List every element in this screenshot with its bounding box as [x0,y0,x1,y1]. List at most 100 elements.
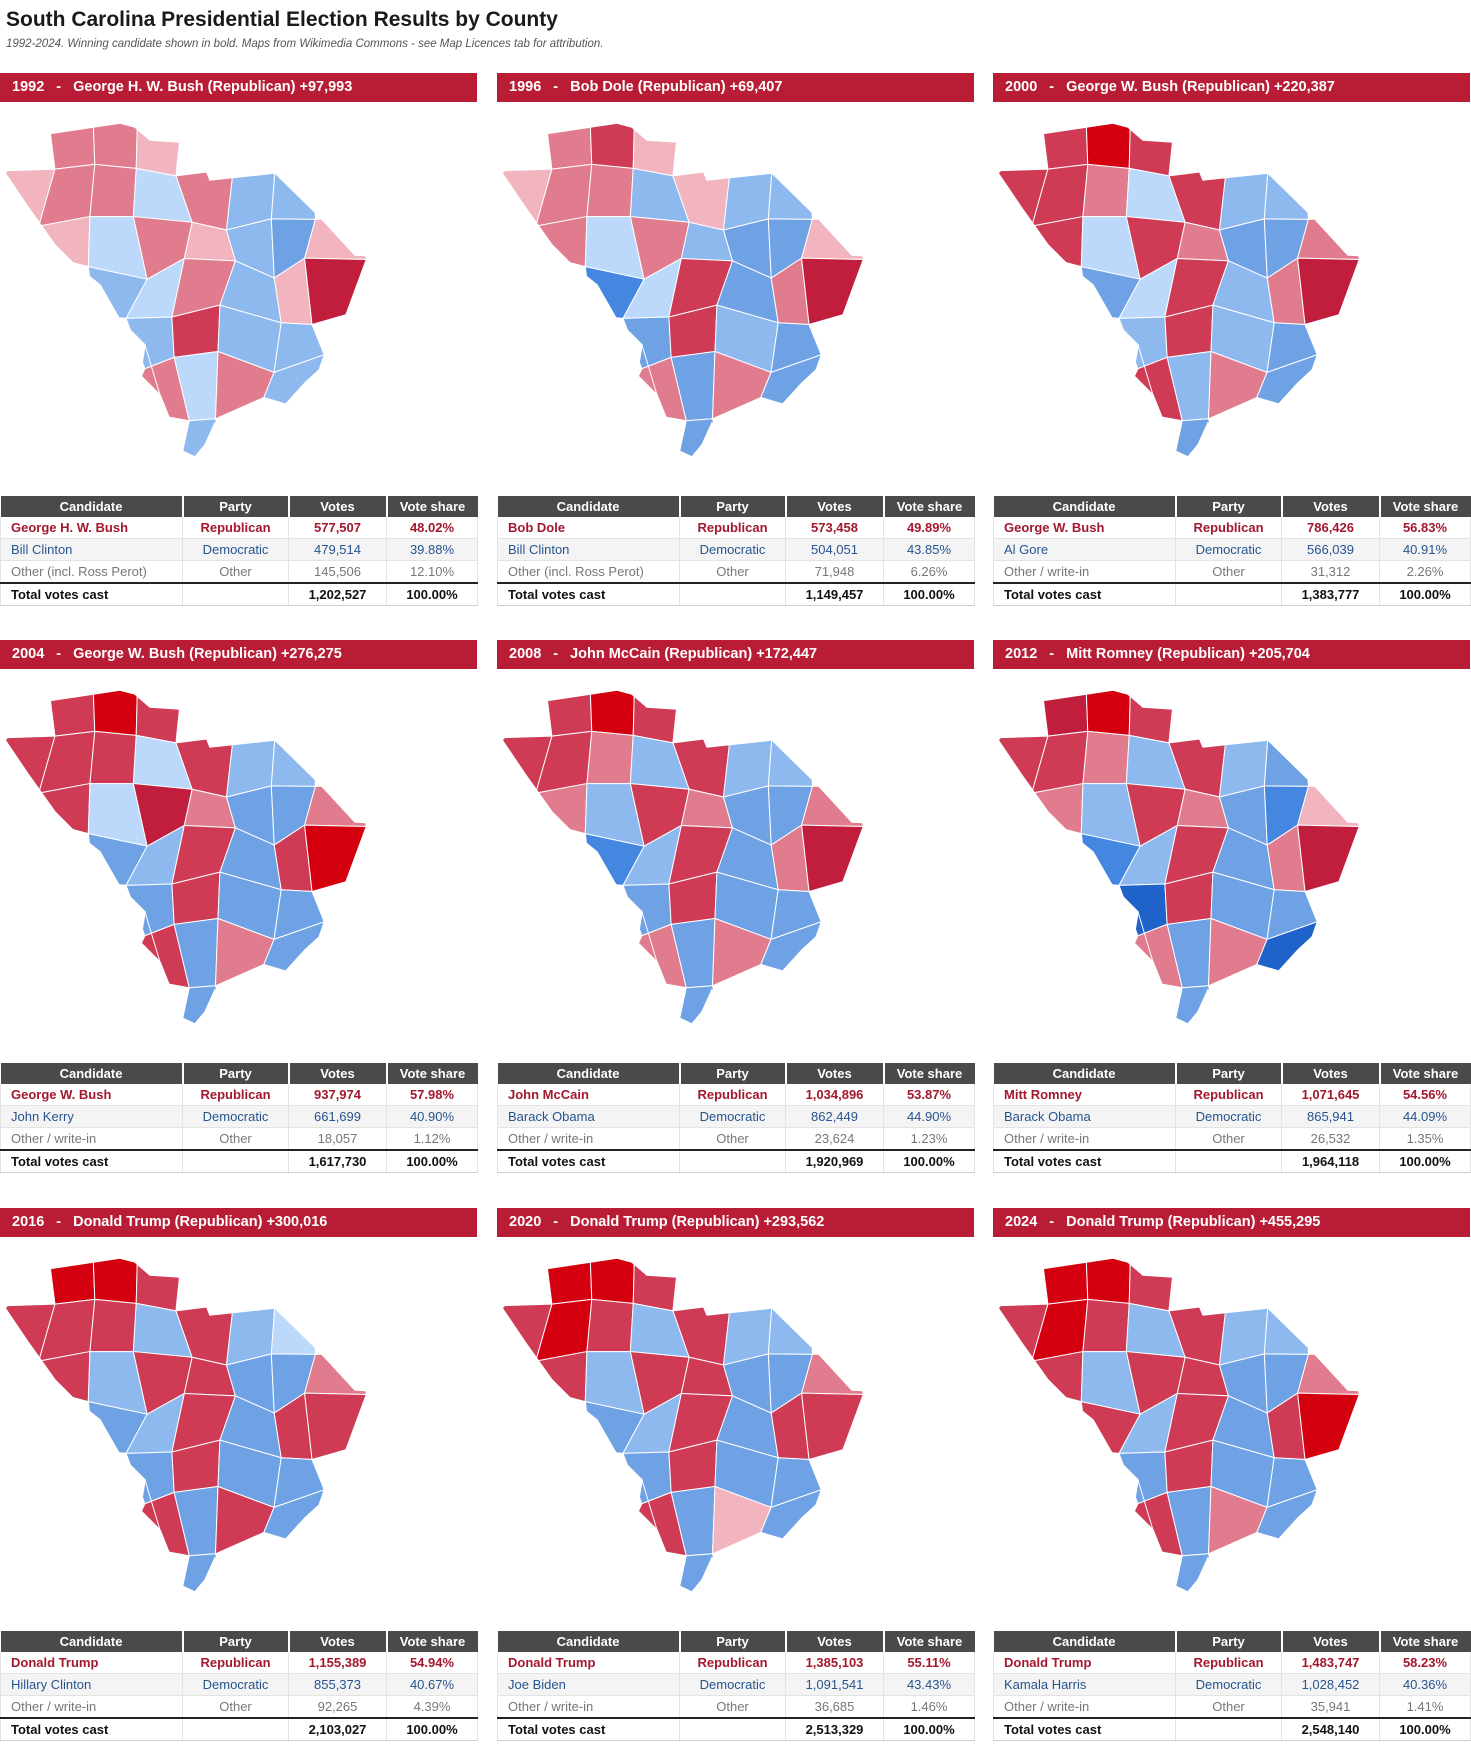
county-shape [800,1352,864,1395]
results-row-oth: Other / write-in Other 23,624 1.23% [497,1127,975,1151]
banner-separator: - [1049,1214,1055,1230]
vote-share-cell: 1.41% [1379,1695,1471,1719]
candidate-cell: Other / write-in [993,1695,1176,1719]
votes-cell: 145,506 [288,560,387,584]
candidate-header: Candidate [0,496,183,517]
party-cell: Democratic [679,538,786,561]
votes-cell: 36,685 [785,1695,884,1719]
candidate-cell: Other / write-in [993,1127,1176,1151]
results-row-tot: Total votes cast 2,513,329 100.00% [497,1717,975,1741]
votes-header: Votes [287,1063,387,1084]
vote-share-header: Vote share [385,496,478,517]
county-shape [1085,690,1131,736]
party-cell: Democratic [1175,1105,1282,1128]
county-shape [586,730,634,785]
vote-share-cell: 100.00% [1379,1149,1471,1173]
candidate-cell: John Kerry [0,1105,183,1128]
county-shape [1082,730,1130,785]
banner-separator: - [553,79,559,95]
election-panel-2020: 2020- Donald Trump (Republican) +293,562 C… [497,1208,975,1753]
votes-cell: 1,920,969 [785,1149,884,1173]
results-table: Candidate Party Votes Vote share Donald Trum… [0,1631,478,1741]
results-table: Candidate Party Votes Vote share John McCain… [497,1063,975,1173]
county-shape [1296,217,1360,260]
state-border-river [551,1379,678,1586]
candidate-cell: Total votes cast [497,1717,680,1741]
county-shape [180,1553,227,1592]
state-border-river [551,811,678,1018]
election-year: 2008 [509,646,542,662]
candidate-cell: George W. Bush [0,1084,183,1106]
party-cell: Republican [182,1084,289,1106]
votes-cell: 1,028,452 [1281,1673,1380,1696]
county-shape [800,784,864,827]
election-headline: Donald Trump (Republican) +300,016 [73,1214,328,1230]
county-shape [303,784,367,827]
party-cell [1175,1149,1282,1173]
results-row-rep: Donald Trump Republican 1,385,103 55.11% [497,1652,975,1674]
county-shape [1173,1553,1220,1592]
vote-share-cell: 1.46% [883,1695,975,1719]
votes-cell: 855,373 [288,1673,387,1696]
vote-share-cell: 58.23% [1379,1652,1471,1674]
county-shape [586,1298,634,1353]
vote-share-cell: 56.83% [1379,517,1471,539]
candidate-cell: Total votes cast [497,1149,680,1173]
election-banner: 2004- George W. Bush (Republican) +276,27… [0,640,477,669]
election-year: 2012 [1005,646,1038,662]
results-header-row: Candidate Party Votes Vote share [0,1063,478,1084]
candidate-cell: Total votes cast [993,1717,1176,1741]
results-table: Candidate Party Votes Vote share Mitt Romney… [993,1063,1471,1173]
results-row-dem: Barack Obama Democratic 862,449 44.90% [497,1105,975,1128]
results-row-tot: Total votes cast 1,149,457 100.00% [497,582,975,606]
county-shape [1085,123,1131,169]
results-row-tot: Total votes cast 1,920,969 100.00% [497,1149,975,1173]
county-shape [1173,985,1220,1024]
candidate-cell: Total votes cast [993,1149,1176,1173]
vote-share-cell: 6.26% [883,560,975,584]
election-headline: Donald Trump (Republican) +455,295 [1066,1214,1321,1230]
election-headline: Mitt Romney (Republican) +205,704 [1066,646,1310,662]
candidate-header: Candidate [0,1063,183,1084]
votes-header: Votes [784,496,884,517]
results-row-rep: Donald Trump Republican 1,155,389 54.94% [0,1652,478,1674]
results-row-rep: George H. W. Bush Republican 577,507 48.02% [0,517,478,539]
state-border-river [1047,811,1174,1018]
vote-share-cell: 44.90% [883,1105,975,1128]
results-row-dem: Joe Biden Democratic 1,091,541 43.43% [497,1673,975,1696]
results-row-oth: Other / write-in Other 92,265 4.39% [0,1695,478,1719]
party-header: Party [678,496,786,517]
results-row-dem: Bill Clinton Democratic 479,514 39.88% [0,538,478,561]
vote-share-cell: 4.39% [386,1695,478,1719]
election-headline: George W. Bush (Republican) +220,387 [1066,79,1335,95]
county-map-svg [501,1257,901,1593]
vote-share-cell: 43.43% [883,1673,975,1696]
county-shape [92,123,138,169]
candidate-cell: Total votes cast [0,582,183,606]
candidate-cell: Donald Trump [497,1652,680,1674]
votes-cell: 1,483,747 [1281,1652,1380,1674]
vote-share-header: Vote share [882,496,975,517]
county-shape [1082,163,1130,218]
county-shape [632,690,679,744]
candidate-cell: Other / write-in [497,1127,680,1151]
election-panel-2016: 2016- Donald Trump (Republican) +300,016 C… [0,1208,478,1753]
candidate-cell: Kamala Harris [993,1673,1176,1696]
county-shape [92,690,138,736]
county-shape [767,157,813,220]
results-row-tot: Total votes cast 1,202,527 100.00% [0,582,478,606]
vote-share-cell: 1.35% [1379,1127,1471,1151]
county-shape [801,824,864,893]
banner-separator: - [56,79,62,95]
votes-cell: 35,941 [1281,1695,1380,1719]
vote-share-header: Vote share [882,1631,975,1652]
vote-share-cell: 55.11% [883,1652,975,1674]
party-cell: Republican [1175,1652,1282,1674]
election-panel-2004: 2004- George W. Bush (Republican) +276,27… [0,640,478,1185]
election-panel-1996: 1996- Bob Dole (Republican) +69,407 Candid… [497,73,975,618]
county-map [993,1240,1413,1595]
vote-share-cell: 1.12% [386,1127,478,1151]
candidate-cell: Other / write-in [497,1695,680,1719]
vote-share-cell: 54.94% [386,1652,478,1674]
county-shape [1128,123,1175,177]
